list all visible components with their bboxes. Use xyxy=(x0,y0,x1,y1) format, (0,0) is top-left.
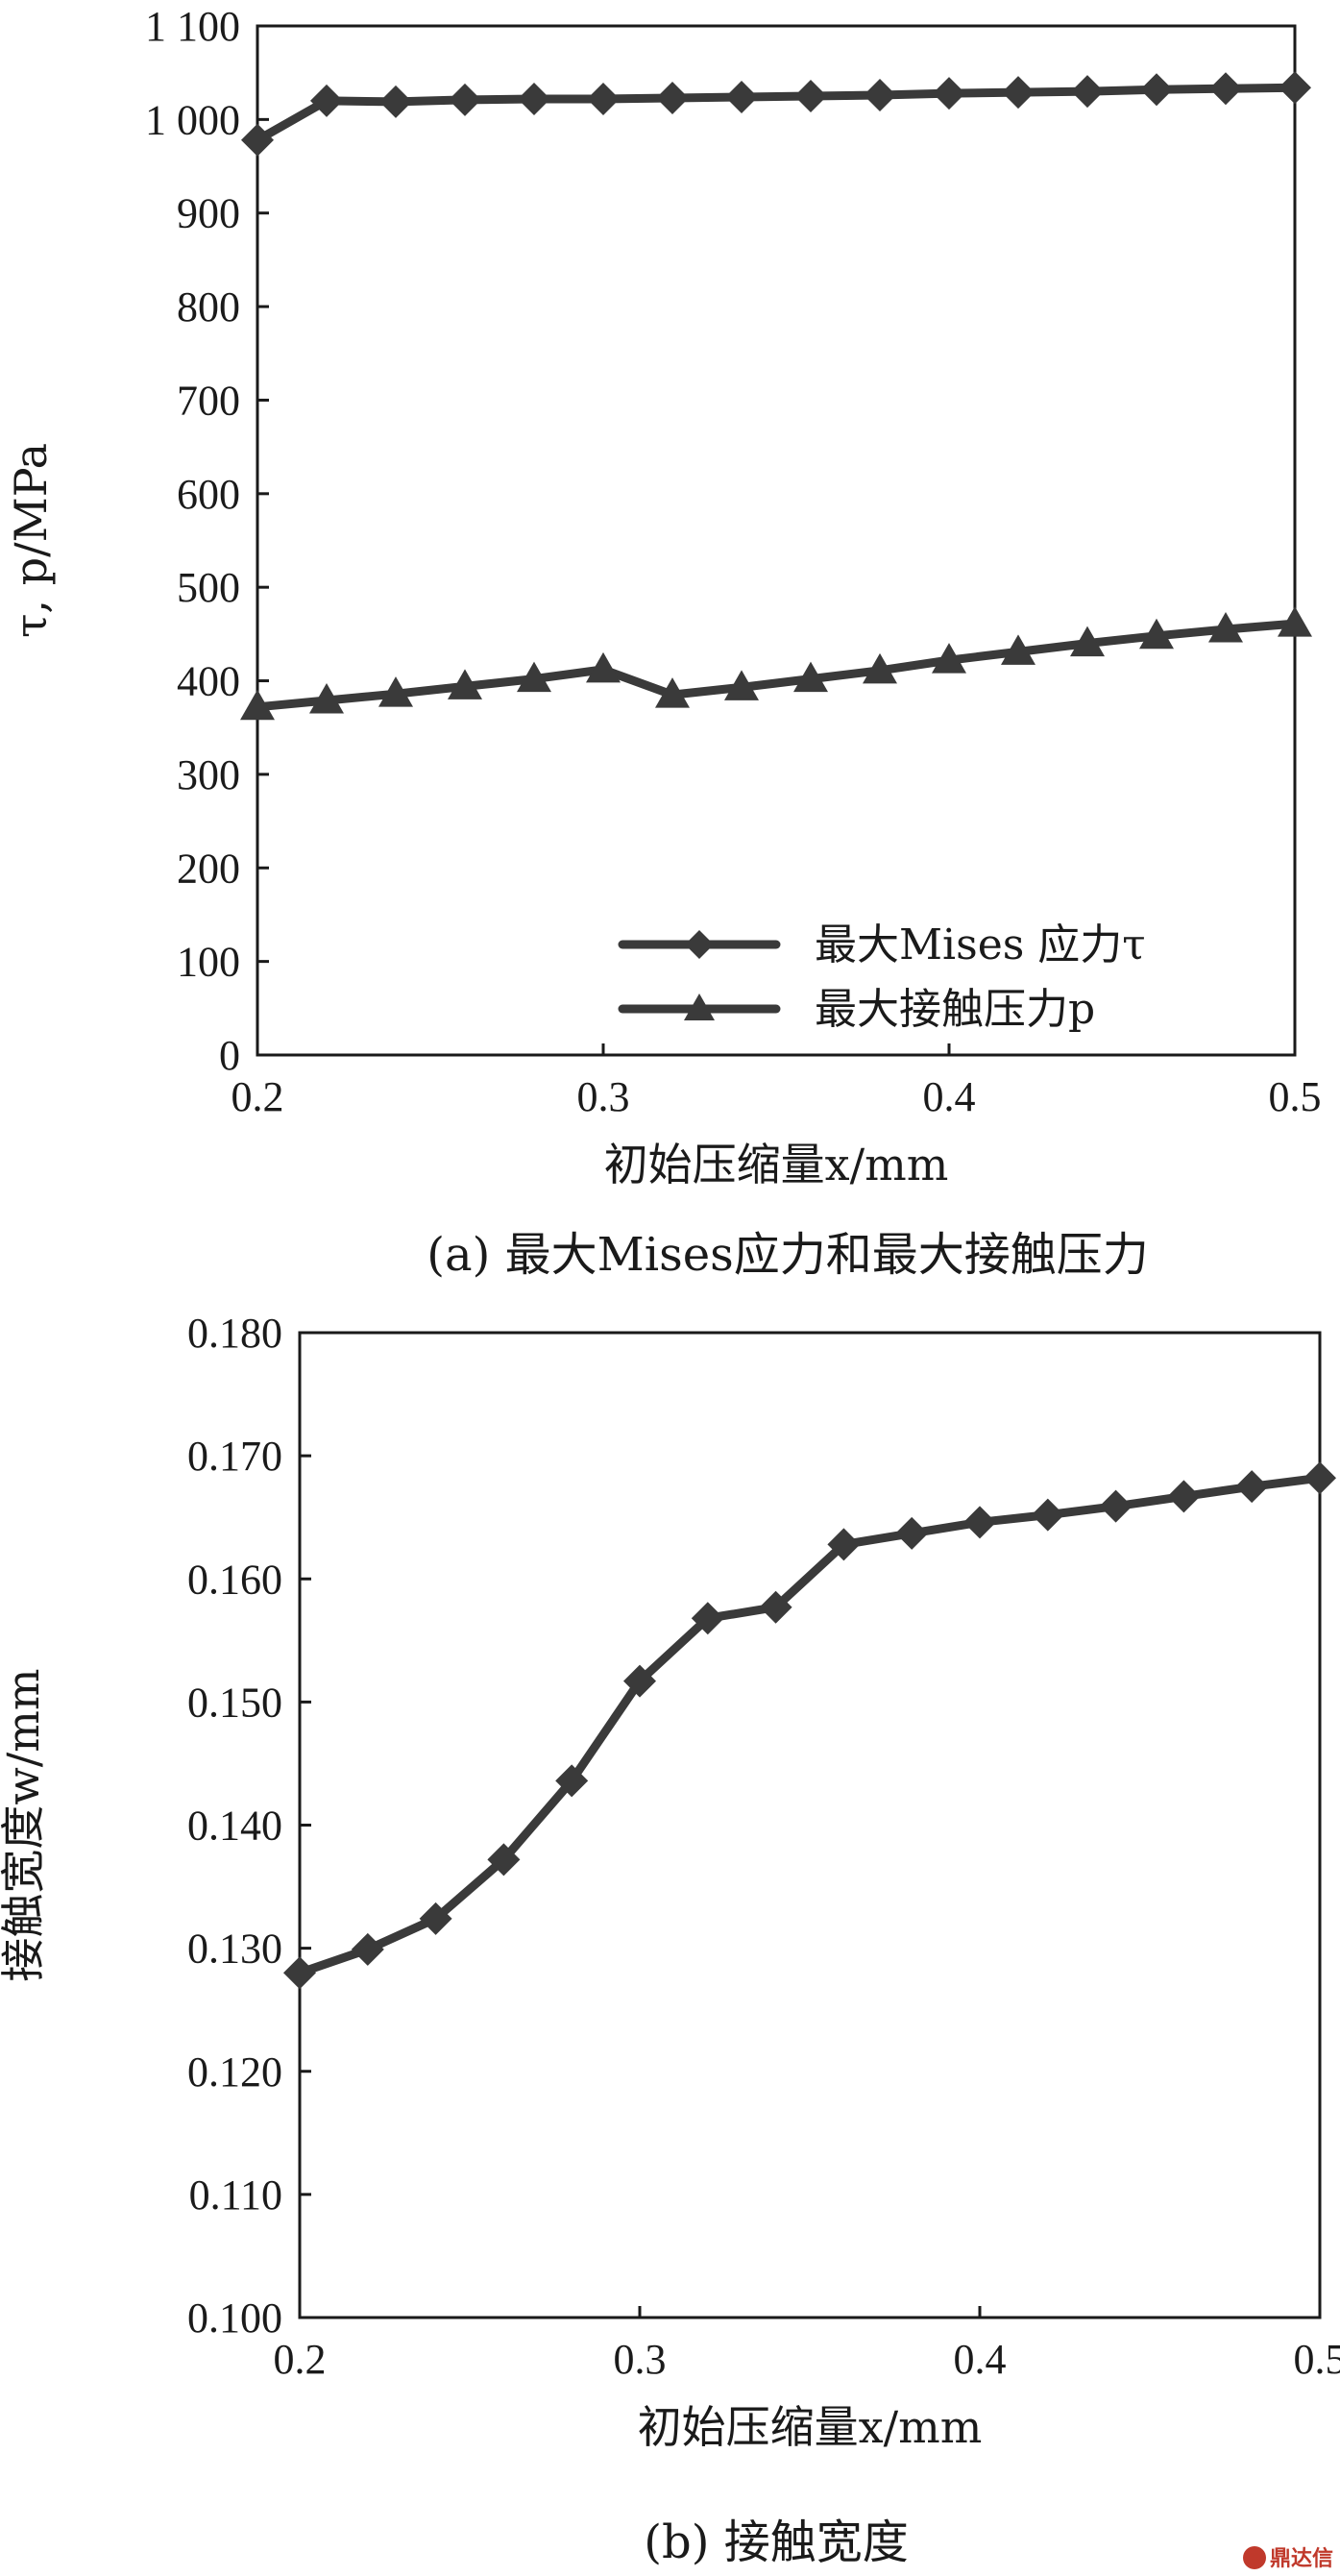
plot-frame xyxy=(256,24,1297,1057)
legend-marker-diamond xyxy=(685,930,714,959)
x-axis-label: 初始压缩量x/mm xyxy=(638,2401,983,2453)
data-point-diamond xyxy=(449,83,481,116)
legend-label: 最大接触压力p xyxy=(815,985,1095,1034)
y-tick-label: 900 xyxy=(177,190,240,237)
y-tick-label: 0.100 xyxy=(187,2294,282,2342)
x-axis-label: 初始压缩量x/mm xyxy=(604,1139,949,1190)
data-point-diamond xyxy=(864,79,896,112)
data-point-diamond xyxy=(1279,71,1311,105)
x-tick-label: 0.4 xyxy=(954,2336,1007,2383)
data-point-diamond xyxy=(691,1602,724,1635)
data-point-triangle xyxy=(1139,618,1174,650)
watermark: 鼎达信 xyxy=(1243,2546,1333,2571)
y-tick-label: 0.130 xyxy=(187,1926,282,1973)
data-point-diamond xyxy=(623,1664,656,1698)
chart-b: 0.100 0.110 0.120 0.130 0.140 0.150 0.160 0.170… xyxy=(0,1310,1340,2569)
data-point-diamond xyxy=(1140,73,1173,107)
data-point-diamond xyxy=(1303,1461,1336,1495)
x-tick-label: 0.4 xyxy=(923,1073,976,1120)
data-point-triangle xyxy=(1070,626,1105,657)
y-tick-label: 0 xyxy=(219,1032,240,1079)
x-tick-label: 0.5 xyxy=(1269,1073,1322,1120)
legend-label: 最大Mises 应力τ xyxy=(815,920,1146,969)
y-tick-label: 0.170 xyxy=(187,1433,282,1480)
y-tick-label: 600 xyxy=(177,471,240,518)
data-point-diamond xyxy=(518,82,550,115)
data-point-triangle xyxy=(448,669,482,699)
data-point-diamond xyxy=(1099,1489,1133,1523)
y-tick-label: 0.140 xyxy=(187,1803,282,1850)
data-point-diamond xyxy=(933,77,965,110)
data-point-diamond xyxy=(725,80,758,113)
data-point-triangle xyxy=(240,689,275,721)
data-point-diamond xyxy=(1167,1480,1201,1513)
data-point-triangle xyxy=(1208,611,1243,643)
data-point-diamond xyxy=(1235,1470,1269,1504)
watermark-text: 鼎达信 xyxy=(1270,2546,1333,2571)
data-point-diamond xyxy=(656,81,689,114)
data-point-triangle xyxy=(1001,634,1035,665)
data-point-diamond xyxy=(241,123,274,157)
data-point-diamond xyxy=(827,1528,861,1561)
data-point-triangle xyxy=(793,661,828,693)
data-point-triangle xyxy=(724,670,759,700)
y-axis-label: τ, p/MPa xyxy=(5,443,57,638)
data-point-triangle xyxy=(586,651,621,683)
series-line-1 xyxy=(295,1473,1325,1977)
data-point-diamond xyxy=(794,80,827,113)
y-tick-label: 300 xyxy=(177,751,240,798)
chart-caption: (a) 最大Mises应力和最大接触压力 xyxy=(426,1228,1149,1282)
data-point-diamond xyxy=(1209,72,1242,106)
plot-frame xyxy=(298,1331,1322,2319)
data-point-diamond xyxy=(1002,76,1035,110)
series-line-2 xyxy=(253,619,1300,712)
y-tick-label: 0.160 xyxy=(187,1556,282,1603)
data-point-triangle xyxy=(309,682,344,714)
chart-caption: (b) 接触宽度 xyxy=(644,2515,908,2569)
data-point-triangle xyxy=(378,676,413,707)
y-tick-label: 800 xyxy=(177,283,240,331)
y-tick-label: 0.110 xyxy=(189,2171,282,2219)
series-line-1 xyxy=(253,83,1300,145)
data-point-triangle xyxy=(932,643,966,674)
data-point-diamond xyxy=(587,82,620,115)
x-tick-label: 0.5 xyxy=(1294,2336,1340,2383)
legend-marker-triangle xyxy=(684,994,715,1020)
data-point-diamond xyxy=(310,84,343,117)
data-point-triangle xyxy=(1278,606,1312,637)
y-tick-label: 1 100 xyxy=(145,3,240,50)
y-tick-label: 0.180 xyxy=(187,1310,282,1357)
y-tick-label: 200 xyxy=(177,845,240,892)
y-axis-label: 接触宽度w/mm xyxy=(0,1668,49,1981)
data-point-diamond xyxy=(1031,1498,1064,1532)
y-tick-label: 1 000 xyxy=(145,96,240,143)
data-point-triangle xyxy=(517,661,551,693)
y-tick-label: 500 xyxy=(177,564,240,611)
y-tick-label: 0.120 xyxy=(187,2049,282,2096)
data-point-diamond xyxy=(555,1764,589,1798)
y-tick-label: 100 xyxy=(177,939,240,986)
data-point-diamond xyxy=(759,1590,792,1624)
x-tick-label: 0.3 xyxy=(614,2336,667,2383)
data-point-diamond xyxy=(419,1901,452,1935)
x-tick-label: 0.3 xyxy=(577,1073,630,1120)
data-point-diamond xyxy=(283,1956,316,1990)
data-point-diamond xyxy=(1071,75,1104,109)
data-point-triangle xyxy=(863,652,897,684)
data-point-diamond xyxy=(379,85,412,118)
data-point-diamond xyxy=(351,1932,384,1966)
x-tick-label: 0.2 xyxy=(274,2336,327,2383)
y-tick-label: 0.150 xyxy=(187,1679,282,1726)
data-point-diamond xyxy=(487,1843,521,1877)
data-point-diamond xyxy=(895,1516,929,1550)
y-tick-label: 700 xyxy=(177,377,240,424)
watermark-logo-icon xyxy=(1243,2546,1266,2569)
data-point-diamond xyxy=(963,1506,996,1539)
data-point-triangle xyxy=(655,677,690,708)
y-tick-label: 400 xyxy=(177,658,240,705)
x-tick-label: 0.2 xyxy=(231,1073,284,1120)
